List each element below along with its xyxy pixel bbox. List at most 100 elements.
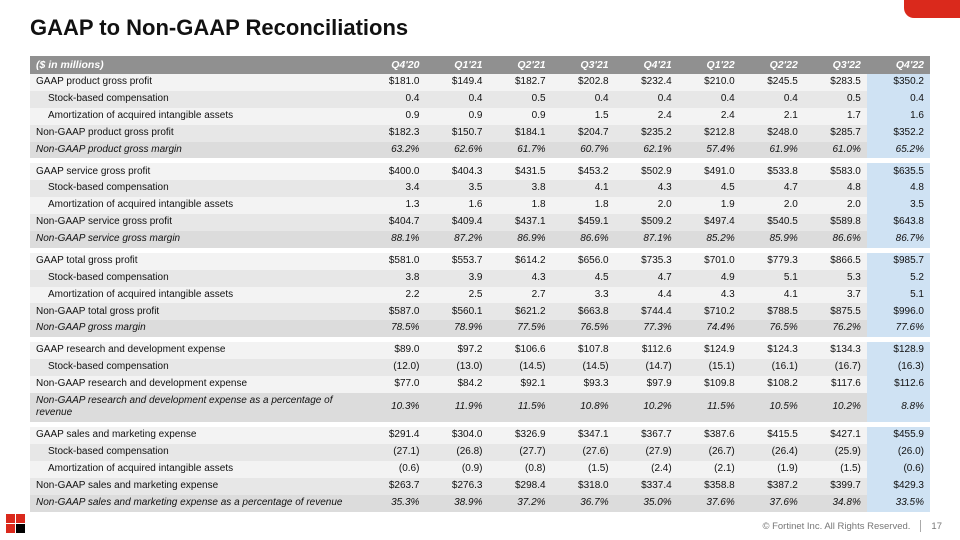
cell: 11.5% — [678, 393, 741, 422]
table-row: Amortization of acquired intangible asse… — [30, 197, 930, 214]
row-label: Amortization of acquired intangible asse… — [30, 197, 362, 214]
cell: $656.0 — [552, 253, 615, 270]
cell: 4.8 — [867, 180, 930, 197]
cell: (26.7) — [678, 444, 741, 461]
cell: 85.2% — [678, 231, 741, 248]
cell: 4.3 — [488, 270, 551, 287]
cell: $427.1 — [804, 427, 867, 444]
cell: $429.3 — [867, 478, 930, 495]
cell: 10.8% — [552, 393, 615, 422]
cell: $210.0 — [678, 74, 741, 91]
cell: $276.3 — [425, 478, 488, 495]
cell: (1.9) — [741, 461, 804, 478]
cell: $285.7 — [804, 125, 867, 142]
cell: $400.0 — [362, 163, 425, 180]
cell: $560.1 — [425, 303, 488, 320]
cell: 63.2% — [362, 142, 425, 159]
table-row: Amortization of acquired intangible asse… — [30, 287, 930, 304]
table-row: Non-GAAP total gross profit$587.0$560.1$… — [30, 303, 930, 320]
cell: (2.4) — [615, 461, 678, 478]
row-label: Non-GAAP sales and marketing expense as … — [30, 495, 362, 512]
cell: $108.2 — [741, 376, 804, 393]
cell: $150.7 — [425, 125, 488, 142]
cell: 1.9 — [678, 197, 741, 214]
cell: 1.5 — [552, 108, 615, 125]
row-label: Non-GAAP gross margin — [30, 320, 362, 337]
col-header: Q4'22 — [867, 56, 930, 74]
cell: 74.4% — [678, 320, 741, 337]
cell: (14.5) — [488, 359, 551, 376]
cell: (26.8) — [425, 444, 488, 461]
cell: (16.3) — [867, 359, 930, 376]
cell: $533.8 — [741, 163, 804, 180]
cell: 2.4 — [615, 108, 678, 125]
cell: 4.3 — [678, 287, 741, 304]
cell: $614.2 — [488, 253, 551, 270]
cell: 86.6% — [804, 231, 867, 248]
row-label: Non-GAAP product gross margin — [30, 142, 362, 159]
cell: $502.9 — [615, 163, 678, 180]
page-title: GAAP to Non-GAAP Reconciliations — [30, 15, 408, 41]
table-row: Amortization of acquired intangible asse… — [30, 108, 930, 125]
row-label: Stock-based compensation — [30, 270, 362, 287]
cell: $84.2 — [425, 376, 488, 393]
cell: $583.0 — [804, 163, 867, 180]
cell: $291.4 — [362, 427, 425, 444]
table-row: Amortization of acquired intangible asse… — [30, 461, 930, 478]
cell: 62.6% — [425, 142, 488, 159]
cell: $117.6 — [804, 376, 867, 393]
reconciliation-table: ($ in millions)Q4'20Q1'21Q2'21Q3'21Q4'21… — [30, 56, 930, 512]
cell: 77.5% — [488, 320, 551, 337]
cell: 0.4 — [615, 91, 678, 108]
cell: (14.7) — [615, 359, 678, 376]
cell: $404.7 — [362, 214, 425, 231]
cell: 0.9 — [362, 108, 425, 125]
cell: 10.2% — [804, 393, 867, 422]
cell: 4.7 — [615, 270, 678, 287]
cell: 87.1% — [615, 231, 678, 248]
cell: $202.8 — [552, 74, 615, 91]
cell: $112.6 — [867, 376, 930, 393]
cell: $93.3 — [552, 376, 615, 393]
cell: 0.9 — [488, 108, 551, 125]
cell: $107.8 — [552, 342, 615, 359]
row-label: Amortization of acquired intangible asse… — [30, 108, 362, 125]
cell: 10.5% — [741, 393, 804, 422]
cell: 35.3% — [362, 495, 425, 512]
cell: 1.8 — [488, 197, 551, 214]
row-label: Non-GAAP service gross margin — [30, 231, 362, 248]
cell: $77.0 — [362, 376, 425, 393]
cell: $635.5 — [867, 163, 930, 180]
col-header: Q1'21 — [425, 56, 488, 74]
cell: 2.5 — [425, 287, 488, 304]
fortinet-logo-icon — [6, 514, 26, 534]
cell: (0.6) — [362, 461, 425, 478]
cell: 37.6% — [678, 495, 741, 512]
cell: 5.2 — [867, 270, 930, 287]
cell: (1.5) — [552, 461, 615, 478]
cell: $409.4 — [425, 214, 488, 231]
table-row: GAAP sales and marketing expense$291.4 $3… — [30, 427, 930, 444]
cell: (0.6) — [867, 461, 930, 478]
cell: $182.7 — [488, 74, 551, 91]
cell: $875.5 — [804, 303, 867, 320]
cell: 33.5% — [867, 495, 930, 512]
cell: $701.0 — [678, 253, 741, 270]
cell: 4.4 — [615, 287, 678, 304]
cell: $326.9 — [488, 427, 551, 444]
table-row: Stock-based compensation(27.1)(26.8)(27.… — [30, 444, 930, 461]
cell: 61.0% — [804, 142, 867, 159]
col-header: Q2'21 — [488, 56, 551, 74]
table-row: Non-GAAP product gross profit$182.3$150.… — [30, 125, 930, 142]
cell: 10.3% — [362, 393, 425, 422]
table-row: GAAP total gross profit$581.0$553.7$614.… — [30, 253, 930, 270]
cell: 11.5% — [488, 393, 551, 422]
cell: 4.7 — [741, 180, 804, 197]
cell: 0.4 — [425, 91, 488, 108]
row-label: GAAP service gross profit — [30, 163, 362, 180]
cell: $437.1 — [488, 214, 551, 231]
cell: 4.8 — [804, 180, 867, 197]
cell: $788.5 — [741, 303, 804, 320]
row-label: Non-GAAP total gross profit — [30, 303, 362, 320]
row-label: GAAP sales and marketing expense — [30, 427, 362, 444]
